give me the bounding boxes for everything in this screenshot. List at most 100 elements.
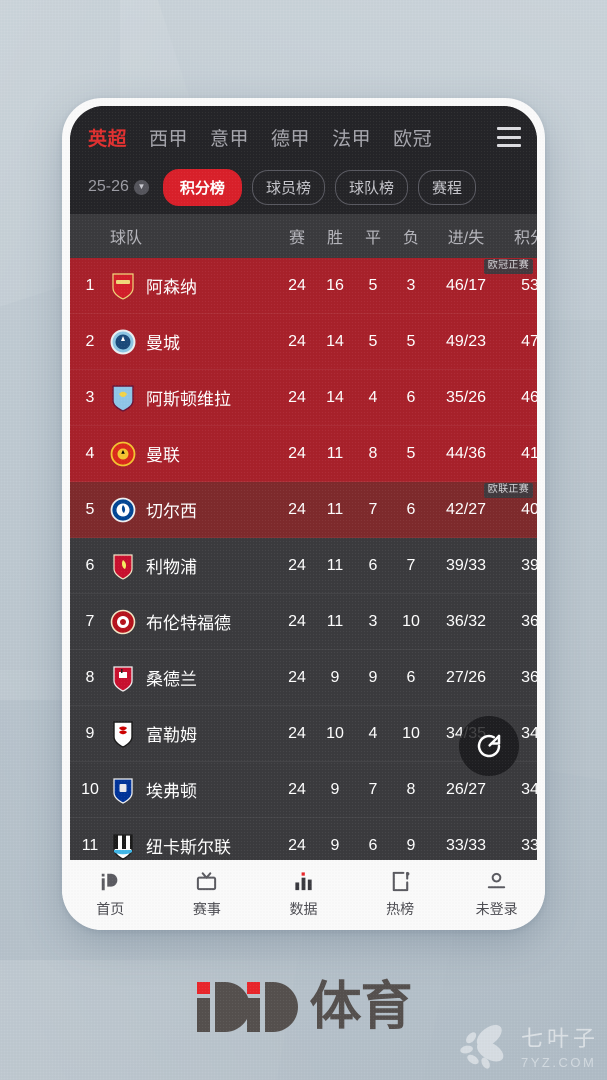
cell-points: 46	[521, 388, 537, 406]
header-drawn: 平	[364, 230, 381, 247]
cell-lost: 8	[406, 780, 416, 798]
team-name: 富勒姆	[146, 726, 197, 745]
tab-account-label: 未登录	[475, 901, 518, 917]
cell-won: 14	[326, 332, 344, 350]
team-name: 曼城	[146, 334, 180, 353]
tab-player-rank[interactable]: 球员榜	[251, 169, 325, 205]
cell-drawn: 7	[368, 780, 378, 798]
cell-team: 阿斯顿维拉	[110, 384, 278, 412]
table-row[interactable]: 11 纽卡斯尔联 24 9 6 9 33/33 33	[70, 818, 537, 868]
team-name: 埃弗顿	[146, 782, 197, 801]
cell-played: 24	[288, 332, 306, 350]
watermark-cn: 七叶子	[520, 1025, 599, 1051]
cell-points: 34	[521, 724, 537, 742]
tab-home-label: 首页	[96, 901, 125, 917]
cell-won: 10	[326, 724, 344, 742]
cell-played: 24	[288, 724, 306, 742]
team-name: 利物浦	[146, 558, 197, 577]
cell-lost: 10	[402, 612, 420, 630]
table-row[interactable]: 6 利物浦 24 11 6 7 39/33 39	[70, 538, 537, 594]
team-name: 布伦特福德	[146, 614, 231, 633]
cell-played: 24	[288, 668, 306, 686]
tab-account[interactable]: 未登录	[448, 869, 545, 919]
cell-drawn: 3	[368, 612, 378, 630]
team-name: 纽卡斯尔联	[146, 838, 231, 857]
tab-standings[interactable]: 积分榜	[162, 168, 242, 206]
cell-played: 24	[288, 556, 306, 574]
cell-lost: 6	[406, 388, 416, 406]
cell-team: 布伦特福德	[110, 608, 278, 636]
table-row[interactable]: 4 曼联 24 11 8 5 44/36 41	[70, 426, 537, 482]
team-name: 桑德兰	[146, 670, 197, 689]
cell-rank: 1	[85, 276, 95, 294]
tab-hot-rank[interactable]: 热榜	[352, 869, 449, 919]
tab-hot-rank-label: 热榜	[386, 901, 415, 917]
cell-played: 24	[288, 836, 306, 854]
league-tab-seriea[interactable]: 意甲	[210, 128, 250, 150]
header-team: 球队	[110, 230, 143, 247]
standings-table-header: 球队 赛 胜 平 负 进/失 积分	[70, 214, 537, 258]
share-external-link-icon[interactable]	[459, 716, 519, 776]
tab-fixtures[interactable]: 赛程	[417, 169, 476, 205]
cell-drawn: 4	[368, 724, 378, 742]
league-tab-ucl[interactable]: 欧冠	[393, 128, 433, 150]
cell-played: 24	[288, 388, 306, 406]
cell-points: 33	[521, 836, 537, 854]
cell-points: 36	[521, 668, 537, 686]
cell-rank: 10	[81, 780, 99, 798]
team-name: 阿森纳	[146, 278, 197, 297]
zone-badge: 欧冠正赛	[483, 259, 533, 274]
cell-drawn: 7	[368, 500, 378, 518]
table-row[interactable]: 7 布伦特福德 24 11 3 10 36/32 36	[70, 594, 537, 650]
tab-team-rank[interactable]: 球队榜	[334, 169, 408, 205]
cell-points: 41	[521, 444, 537, 462]
cell-team: 曼城	[110, 328, 278, 356]
league-tab-bundesliga[interactable]: 德甲	[271, 128, 311, 150]
cell-team: 桑德兰	[110, 664, 278, 692]
cell-won: 11	[326, 500, 344, 518]
cell-points: 47	[521, 332, 537, 350]
table-row[interactable]: 3 阿斯顿维拉 24 14 4 6 35/26 46	[70, 370, 537, 426]
header-played: 赛	[288, 230, 305, 247]
cell-drawn: 4	[368, 388, 378, 406]
league-nav: 英超 西甲 意甲 德甲 法甲 欧冠	[70, 106, 537, 160]
team-name: 阿斯顿维拉	[146, 390, 231, 409]
leaf-logo-icon	[460, 1024, 504, 1069]
table-row[interactable]: 10 埃弗顿 24 9 7 8 26/27 34	[70, 762, 537, 818]
team-name: 曼联	[146, 446, 180, 465]
tab-data[interactable]: 数据	[255, 869, 352, 919]
cell-lost: 6	[406, 668, 416, 686]
watermark-en: 7YZ.COM	[520, 1054, 597, 1070]
brand-logo: 体育	[0, 978, 607, 1036]
cell-points: 39	[521, 556, 537, 574]
league-tab-epl[interactable]: 英超	[88, 128, 128, 150]
cell-goals: 42/27	[445, 500, 487, 518]
cell-won: 9	[330, 668, 340, 686]
cell-drawn: 5	[368, 276, 378, 294]
header-goals: 进/失	[447, 230, 485, 247]
season-selector[interactable]: 25-26 ▼	[88, 178, 149, 196]
hamburger-menu-icon[interactable]	[497, 127, 523, 147]
table-row[interactable]: 5 切尔西 24 11 7 6 42/27 40 欧联正赛	[70, 482, 537, 538]
cell-lost: 5	[406, 332, 416, 350]
league-tab-laliga[interactable]: 西甲	[149, 128, 189, 150]
league-tab-ligue1[interactable]: 法甲	[332, 128, 372, 150]
cell-played: 24	[288, 276, 306, 294]
cell-drawn: 8	[368, 444, 378, 462]
cell-lost: 10	[402, 724, 420, 742]
tab-matches[interactable]: 赛事	[159, 869, 256, 919]
cell-goals: 46/17	[445, 276, 487, 294]
table-row[interactable]: 8 桑德兰 24 9 9 6 27/26 36	[70, 650, 537, 706]
tab-data-label: 数据	[289, 901, 318, 917]
cell-goals: 44/36	[445, 444, 487, 462]
tab-matches-label: 赛事	[192, 901, 221, 917]
table-row[interactable]: 2 曼城 24 14 5 5 49/23 47	[70, 314, 537, 370]
cell-goals: 49/23	[445, 332, 487, 350]
standings-table-body[interactable]: 1 阿森纳 24 16 5 3 46/17 53 欧冠正赛 2 曼城 24 14 5 5 49/23 47 3 阿斯…	[70, 258, 537, 868]
tv-match-icon	[195, 869, 218, 894]
cell-points: 36	[521, 612, 537, 630]
tab-home[interactable]: 首页	[62, 869, 159, 919]
cell-team: 纽卡斯尔联	[110, 832, 278, 860]
table-row[interactable]: 1 阿森纳 24 16 5 3 46/17 53 欧冠正赛	[70, 258, 537, 314]
